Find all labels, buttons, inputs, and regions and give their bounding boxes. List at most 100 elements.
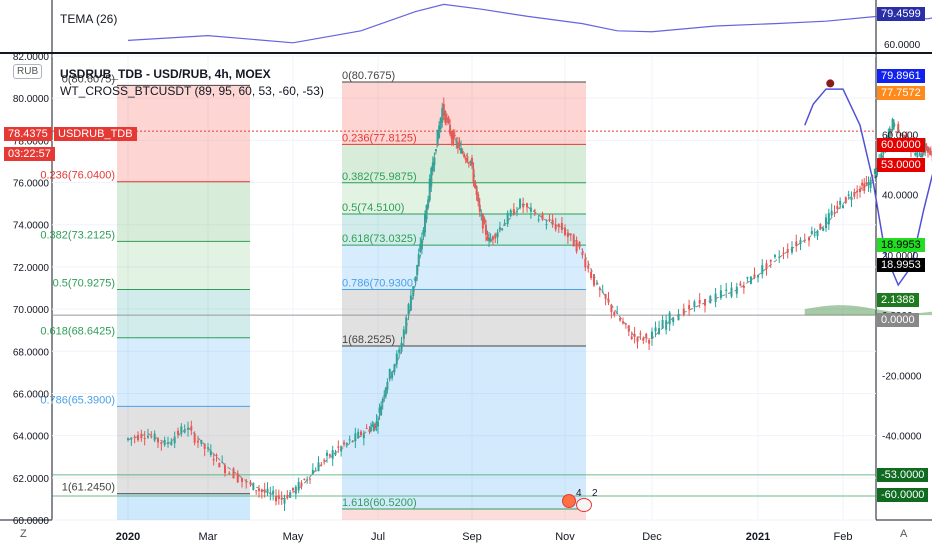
candle — [326, 452, 328, 456]
candle — [180, 426, 183, 434]
price-axis-tag: 2.1388 — [877, 293, 919, 307]
candle — [428, 178, 431, 201]
fib-left-level-label: 0.618(68.6425) — [40, 326, 115, 338]
candle — [374, 423, 377, 429]
auto-scale-button[interactable]: A — [900, 528, 907, 540]
price-axis-tag: 60.0000 — [877, 138, 925, 152]
candle — [813, 234, 816, 236]
candle — [357, 431, 360, 439]
candle — [819, 223, 822, 230]
candle — [929, 148, 932, 156]
candle — [127, 438, 129, 440]
candle — [236, 473, 239, 483]
candle — [255, 490, 258, 492]
y-tick-label: 80.0000 — [13, 94, 50, 105]
fib-left-zone — [117, 181, 250, 242]
candle — [300, 482, 303, 487]
candle — [369, 426, 372, 431]
y-tick-label-right: -20.0000 — [882, 371, 922, 382]
candle — [782, 252, 785, 255]
candle — [604, 294, 607, 299]
candle — [833, 212, 836, 214]
fib-left-level-label: 1(61.2450) — [62, 482, 115, 494]
candle — [252, 482, 255, 491]
event-markers[interactable]: 4 2 — [562, 488, 602, 514]
candle — [869, 179, 872, 188]
candle — [371, 424, 374, 427]
x-tick-label: May — [283, 531, 304, 543]
candle — [844, 197, 847, 203]
zoom-reset-button[interactable]: Z — [20, 528, 27, 540]
candle — [873, 168, 876, 174]
y-tick-label: 78.0000 — [13, 136, 50, 147]
candle — [921, 153, 924, 158]
symbol-title[interactable]: USDRUB_TDB - USD/RUB, 4h, MOEX — [60, 67, 271, 81]
price-axis-tag: 53.0000 — [877, 158, 925, 172]
y-tick-label: 68.0000 — [13, 347, 50, 358]
candle — [842, 205, 844, 209]
candle — [469, 161, 472, 163]
candle — [619, 318, 622, 321]
candle — [489, 238, 492, 242]
candle — [292, 487, 294, 491]
candle — [419, 244, 422, 252]
fib-left-zone — [117, 289, 250, 338]
candle — [795, 241, 798, 247]
fib-right-level-label: 0.5(74.5100) — [342, 202, 404, 214]
candle — [466, 157, 469, 163]
fib-left-level-label: 0.786(65.3900) — [40, 394, 115, 406]
price-axis-tag: 0.0000 — [877, 313, 919, 327]
candle — [283, 498, 286, 504]
fib-right-level-label: 0.618(73.0325) — [342, 233, 417, 245]
event-count-b: 2 — [592, 488, 598, 499]
candle — [719, 290, 722, 299]
candle — [897, 124, 900, 132]
candle — [456, 142, 459, 149]
candle — [486, 236, 489, 241]
candle — [861, 182, 864, 186]
candle — [533, 210, 536, 212]
candle — [774, 255, 776, 257]
candle — [368, 429, 371, 432]
candle — [157, 438, 159, 443]
currency-badge[interactable]: RUB — [13, 64, 43, 79]
candle — [808, 237, 810, 241]
candle — [551, 219, 554, 225]
candle — [183, 429, 186, 433]
candle — [337, 446, 340, 448]
candle — [578, 241, 581, 248]
candle — [241, 478, 243, 482]
candle — [519, 199, 522, 208]
y-tick-label: 70.0000 — [13, 305, 50, 316]
candle — [464, 158, 467, 160]
candle — [765, 263, 768, 269]
candle — [688, 305, 691, 310]
price-axis-tag: 79.8961 — [877, 69, 925, 83]
fib-right-level-label: 1(68.2525) — [342, 334, 395, 346]
candle — [320, 464, 323, 466]
candle — [160, 442, 163, 444]
candle — [753, 274, 756, 279]
candle — [512, 209, 515, 216]
candle — [460, 147, 463, 154]
x-tick-label: Feb — [834, 531, 853, 543]
candle — [311, 469, 314, 475]
fib-right-zone — [342, 182, 586, 214]
fib-right-zone — [342, 81, 586, 145]
candle — [639, 333, 642, 335]
candle — [548, 219, 551, 221]
candle — [391, 371, 394, 379]
candle — [455, 141, 458, 143]
indicator-title[interactable]: WT_CROSS_BTCUSDT (89, 95, 60, 53, -60, -… — [60, 84, 324, 98]
fib-right-zone — [342, 345, 586, 510]
candle — [137, 435, 139, 441]
candle — [587, 265, 590, 269]
candle — [677, 314, 680, 321]
candle — [433, 157, 436, 166]
candle — [438, 125, 441, 138]
y-tick-label-right: 20.0000 — [882, 251, 919, 262]
candle — [200, 439, 203, 444]
